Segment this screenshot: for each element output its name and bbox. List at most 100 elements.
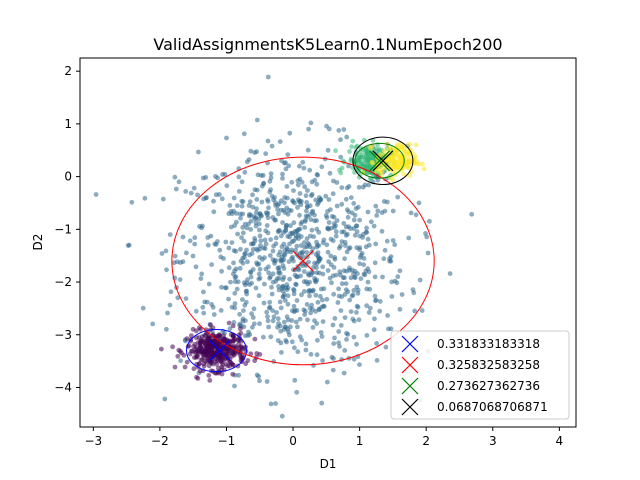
data-point <box>266 205 271 211</box>
data-point <box>303 213 309 219</box>
data-point <box>273 401 278 406</box>
data-point <box>344 185 350 191</box>
data-point <box>341 370 347 376</box>
data-point <box>309 302 315 308</box>
data-point <box>314 352 320 358</box>
data-point <box>215 239 220 244</box>
data-point <box>333 233 339 239</box>
data-point <box>282 200 287 206</box>
data-point <box>331 214 337 220</box>
data-point <box>261 300 267 306</box>
data-point <box>299 179 305 185</box>
data-point <box>299 292 304 298</box>
data-point <box>381 199 387 204</box>
data-point <box>175 295 181 301</box>
data-point <box>305 271 311 277</box>
data-point <box>304 302 310 307</box>
data-point <box>412 153 418 159</box>
data-point <box>280 288 286 294</box>
data-point <box>223 285 229 291</box>
data-point <box>320 297 325 303</box>
data-point <box>278 207 284 213</box>
data-point <box>281 274 287 280</box>
data-point <box>320 319 326 324</box>
data-point <box>269 284 274 290</box>
data-point <box>306 126 311 132</box>
data-point <box>359 251 365 256</box>
data-point <box>288 249 294 255</box>
cluster-ellipses <box>171 136 435 373</box>
data-point <box>354 229 360 235</box>
data-point <box>265 74 271 80</box>
data-point <box>361 256 367 261</box>
data-point <box>256 216 262 222</box>
data-point <box>218 254 224 260</box>
data-point <box>257 352 263 357</box>
data-point <box>413 212 419 218</box>
data-point <box>381 256 387 262</box>
data-point <box>333 223 338 229</box>
data-point <box>244 159 250 165</box>
data-point <box>373 203 379 209</box>
data-point <box>214 361 220 367</box>
data-point <box>208 322 213 328</box>
data-point <box>350 138 356 144</box>
data-point <box>357 161 363 167</box>
data-point <box>314 226 320 232</box>
data-point <box>201 363 207 369</box>
data-point <box>319 400 325 406</box>
data-point <box>284 245 290 251</box>
data-point <box>229 240 235 246</box>
cluster-ellipse <box>186 328 247 373</box>
data-point <box>348 226 353 232</box>
data-point <box>254 197 260 202</box>
data-point <box>254 117 260 123</box>
data-point <box>164 326 169 332</box>
data-point <box>263 210 269 216</box>
data-point <box>184 250 189 256</box>
data-point <box>325 226 331 232</box>
data-point <box>215 175 221 181</box>
data-point <box>193 264 199 270</box>
data-point <box>276 252 282 258</box>
data-point <box>309 191 315 197</box>
data-point <box>401 171 407 177</box>
data-point <box>267 253 273 258</box>
data-point <box>285 301 291 307</box>
data-point <box>226 296 231 302</box>
data-point <box>364 333 370 338</box>
data-point <box>295 205 300 210</box>
data-point <box>170 344 176 350</box>
data-point <box>237 311 243 317</box>
center-marker <box>292 250 314 272</box>
data-point <box>150 321 156 327</box>
data-point <box>188 190 194 196</box>
data-point <box>248 351 254 357</box>
data-point <box>250 315 256 320</box>
data-point <box>282 210 288 216</box>
data-point <box>184 359 190 365</box>
data-point <box>363 244 369 250</box>
data-point <box>309 227 315 233</box>
data-point <box>373 168 379 174</box>
data-point <box>273 217 278 223</box>
data-point <box>351 217 357 223</box>
data-point <box>255 247 261 253</box>
data-point <box>257 321 262 327</box>
data-point <box>331 341 337 346</box>
data-point <box>283 285 289 291</box>
data-point <box>321 237 327 243</box>
data-point <box>375 208 381 214</box>
data-point <box>265 215 271 221</box>
data-point <box>352 275 358 280</box>
data-point <box>205 242 211 248</box>
data-point <box>399 292 405 297</box>
data-point <box>328 253 334 259</box>
data-point <box>308 120 314 126</box>
x-tick-label: −3 <box>84 434 102 448</box>
data-point <box>327 170 333 176</box>
data-point <box>280 176 285 181</box>
data-point <box>282 195 288 200</box>
data-point <box>304 208 309 214</box>
data-point <box>301 307 307 313</box>
